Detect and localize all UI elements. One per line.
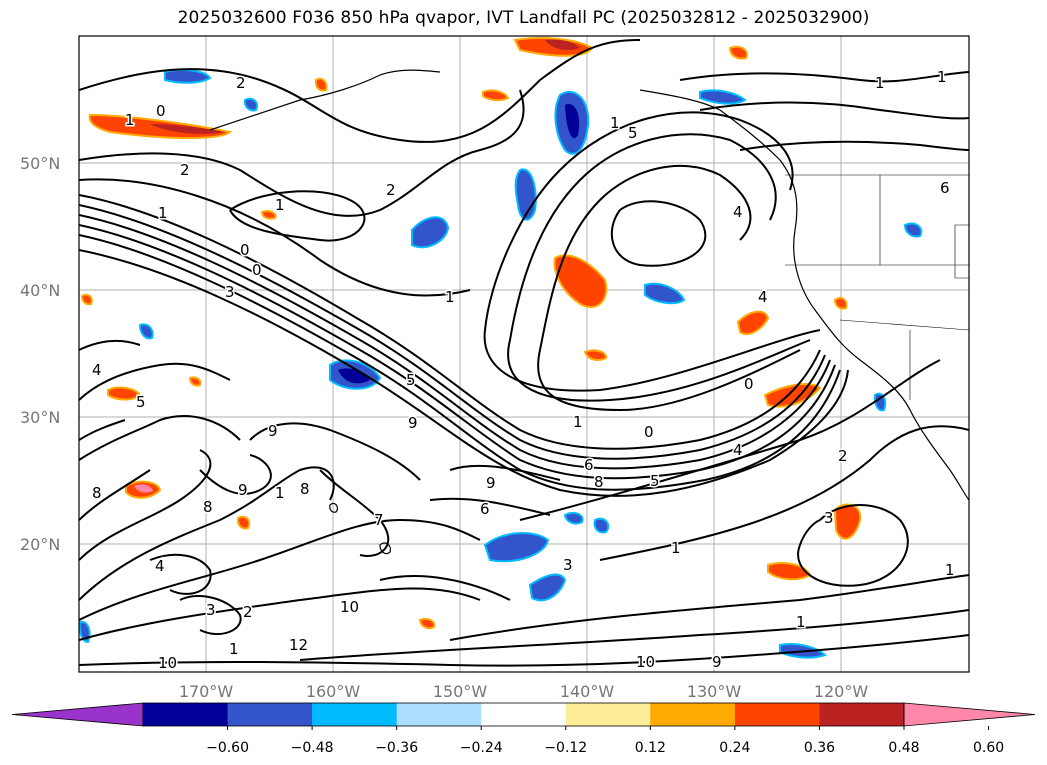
contour-label: 4 xyxy=(92,361,102,379)
latitude-labels: 50°N 40°N 30°N 20°N xyxy=(20,154,60,554)
contour-label: 8 xyxy=(92,484,102,502)
colorbar-tick-label: −0.36 xyxy=(375,740,418,756)
colorbar-tick-label: −0.48 xyxy=(291,740,334,756)
colorbar-segment xyxy=(481,703,567,726)
contour-label: 1 xyxy=(671,539,681,557)
contour-label: 10 xyxy=(340,598,359,616)
contour-label: 2 xyxy=(180,161,190,179)
contour-label: 4 xyxy=(733,441,743,459)
contour-label: 6 xyxy=(940,179,950,197)
contour-label: 1 xyxy=(275,484,285,502)
contour-label: 6 xyxy=(480,500,490,518)
contour-label: 5 xyxy=(136,393,146,411)
lon-label-140w: 140°W xyxy=(560,682,615,701)
contour-label: 1 xyxy=(158,204,168,222)
contour-label: 0 xyxy=(744,375,754,393)
contour-label: 3 xyxy=(225,283,235,301)
contour-label: 3 xyxy=(206,601,216,619)
lat-label-30n: 30°N xyxy=(20,408,60,427)
colorbar-tick-label: −0.24 xyxy=(460,740,503,756)
contour-label: 0 xyxy=(240,241,250,259)
lon-label-150w: 150°W xyxy=(433,682,488,701)
contour-label: 8 xyxy=(300,480,310,498)
contour-label: 2 xyxy=(386,181,396,199)
colorbar-segment xyxy=(312,703,398,726)
colorbar-tick-label: 0.12 xyxy=(635,740,666,756)
colorbar-segment xyxy=(565,703,651,726)
contour-label: 9 xyxy=(268,422,278,440)
colorbar-segment xyxy=(734,703,820,726)
contour-label: 2 xyxy=(236,74,246,92)
colorbar-segment xyxy=(143,703,229,726)
contour-label: 3 xyxy=(824,509,834,527)
contour-label: 4 xyxy=(758,288,768,306)
qvapor-shading xyxy=(79,37,923,659)
lat-label-20n: 20°N xyxy=(20,535,60,554)
colorbar-segment xyxy=(227,703,313,726)
contour-label: 5 xyxy=(650,472,660,490)
contour-label: 0 xyxy=(252,261,262,279)
contour-label: 1 xyxy=(445,288,455,306)
lon-label-120w: 120°W xyxy=(814,682,869,701)
contour-label: 0 xyxy=(156,102,166,120)
colorbar-frame xyxy=(142,702,905,727)
colorbar-tick-label: 0.60 xyxy=(973,740,1004,756)
contour-label: 5 xyxy=(628,124,638,142)
contour-label: 1 xyxy=(610,114,620,132)
colorbar-tick-label: −0.12 xyxy=(544,740,587,756)
contour-label: 8 xyxy=(594,473,604,491)
colorbar: −0.60 −0.48 −0.36 −0.24 −0.12 0.12 0.24 0.36 0.4… xyxy=(11,702,1036,756)
contour-label: 1 xyxy=(937,68,947,86)
colorbar-segment xyxy=(819,703,905,726)
lat-label-40n: 40°N xyxy=(20,281,60,300)
contour-label: 4 xyxy=(155,557,165,575)
map-frame xyxy=(78,35,970,673)
lon-label-170w: 170°W xyxy=(179,682,234,701)
contour-label: 1 xyxy=(875,74,885,92)
colorbar-segment xyxy=(396,703,482,726)
colorbar-extend-low xyxy=(11,702,144,727)
contour-label: 8 xyxy=(203,498,213,516)
coastline xyxy=(209,69,969,555)
colorbar-segment xyxy=(650,703,736,726)
contour-label: 2 xyxy=(243,603,253,621)
lat-label-50n: 50°N xyxy=(20,154,60,173)
political-borders xyxy=(785,174,969,400)
contour-label: 2 xyxy=(838,447,848,465)
contour-label: 1 xyxy=(796,613,806,631)
contour-label: 6 xyxy=(584,456,594,474)
colorbar-tick-label: 0.48 xyxy=(888,740,919,756)
contour-label: 12 xyxy=(289,636,308,654)
contour-label: 10 xyxy=(636,653,655,671)
lon-label-130w: 130°W xyxy=(687,682,742,701)
contour-labels: 2 1 0 1 2 2 1 1 0 0 3 1 4 5 4 5 9 9 1 0 … xyxy=(91,67,957,673)
contour-label: 4 xyxy=(733,203,743,221)
contour-label: 1 xyxy=(125,111,135,129)
contour-label: 10 xyxy=(158,654,177,672)
contour-label: 1 xyxy=(945,561,955,579)
lon-label-160w: 160°W xyxy=(306,682,361,701)
contour-label: 0 xyxy=(644,423,654,441)
contour-label: 3 xyxy=(563,556,573,574)
contour-label: 9 xyxy=(238,481,248,499)
contour-label: 1 xyxy=(229,640,239,658)
colorbar-extend-high xyxy=(903,702,1036,727)
colorbar-tick-label: −0.60 xyxy=(206,740,249,756)
contour-label: 1 xyxy=(573,413,583,431)
contour-label: 5 xyxy=(406,371,416,389)
contour-label: 9 xyxy=(408,414,418,432)
chart-title: 2025032600 F036 850 hPa qvapor, IVT Land… xyxy=(177,8,870,28)
contour-label: 9 xyxy=(712,653,722,671)
contour-label: 9 xyxy=(486,474,496,492)
colorbar-tick-label: 0.24 xyxy=(719,740,750,756)
colorbar-tick-label: 0.36 xyxy=(804,740,835,756)
contour-label: 7 xyxy=(374,511,384,529)
longitude-labels: 170°W 160°W 150°W 140°W 130°W 120°W xyxy=(179,682,869,701)
contour-label: 1 xyxy=(275,196,285,214)
